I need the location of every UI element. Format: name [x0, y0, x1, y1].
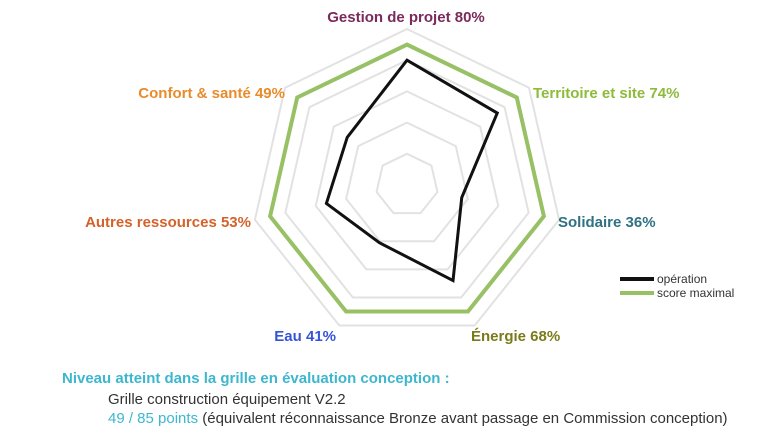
points-score: 49 / 85 points — [108, 410, 199, 427]
axis-label: Territoire et site 74% — [533, 85, 679, 102]
points-line: 49 / 85 points (équivalent réconnaissanc… — [108, 410, 728, 427]
axis-label: Confort & santé 49% — [138, 85, 285, 102]
legend: opération score maximal — [620, 272, 734, 300]
grid-ring-3 — [314, 90, 500, 271]
axis-label: Eau 41% — [274, 328, 336, 345]
series-score-maximal-point — [269, 215, 271, 217]
series-score-maximal-point — [516, 96, 518, 98]
grid-ring-2 — [345, 121, 469, 243]
series-operation-point — [325, 202, 327, 204]
series-score-maximal-point — [543, 215, 545, 217]
series-score-maximal-line — [267, 42, 547, 314]
grid-ring-1 — [375, 152, 439, 215]
series-operation-point — [346, 136, 348, 138]
evaluation-heading: Niveau atteint dans la grille en évaluat… — [62, 370, 450, 387]
series-operation-point — [452, 280, 454, 282]
series-operation-point — [406, 59, 408, 61]
grid-ring-5 — [253, 28, 561, 327]
axis-label: Autres ressources 53% — [85, 214, 251, 231]
radar-chart: Gestion de projet 80% Territoire et site … — [85, 9, 679, 345]
legend-item-score-maximal: score maximal — [620, 286, 734, 300]
legend-swatch-score-maximal — [620, 291, 654, 295]
series-operation-point — [496, 112, 498, 114]
legend-swatch-operation — [620, 277, 654, 281]
axis-label: Solidaire 36% — [558, 214, 656, 231]
series-score-maximal-point — [296, 96, 298, 98]
series-score-maximal-point — [406, 44, 408, 46]
series-operation-line — [324, 58, 500, 283]
points-note: (équivalent réconnaissance Bronze avant … — [198, 410, 728, 427]
grid-version: Grille construction équipement V2.2 — [108, 391, 346, 408]
axis-label: Gestion de projet 80% — [327, 9, 485, 26]
axis-label: Énergie 68% — [471, 328, 560, 345]
legend-item-operation: opération — [620, 272, 734, 286]
grid-ring-4 — [284, 59, 530, 299]
legend-label-operation: opération — [657, 272, 708, 286]
series-score-maximal-point — [467, 310, 469, 312]
series-score-maximal-point — [345, 310, 347, 312]
series-operation-point — [461, 196, 463, 198]
legend-label-score-maximal: score maximal — [657, 286, 735, 300]
series-operation-point — [378, 242, 380, 244]
